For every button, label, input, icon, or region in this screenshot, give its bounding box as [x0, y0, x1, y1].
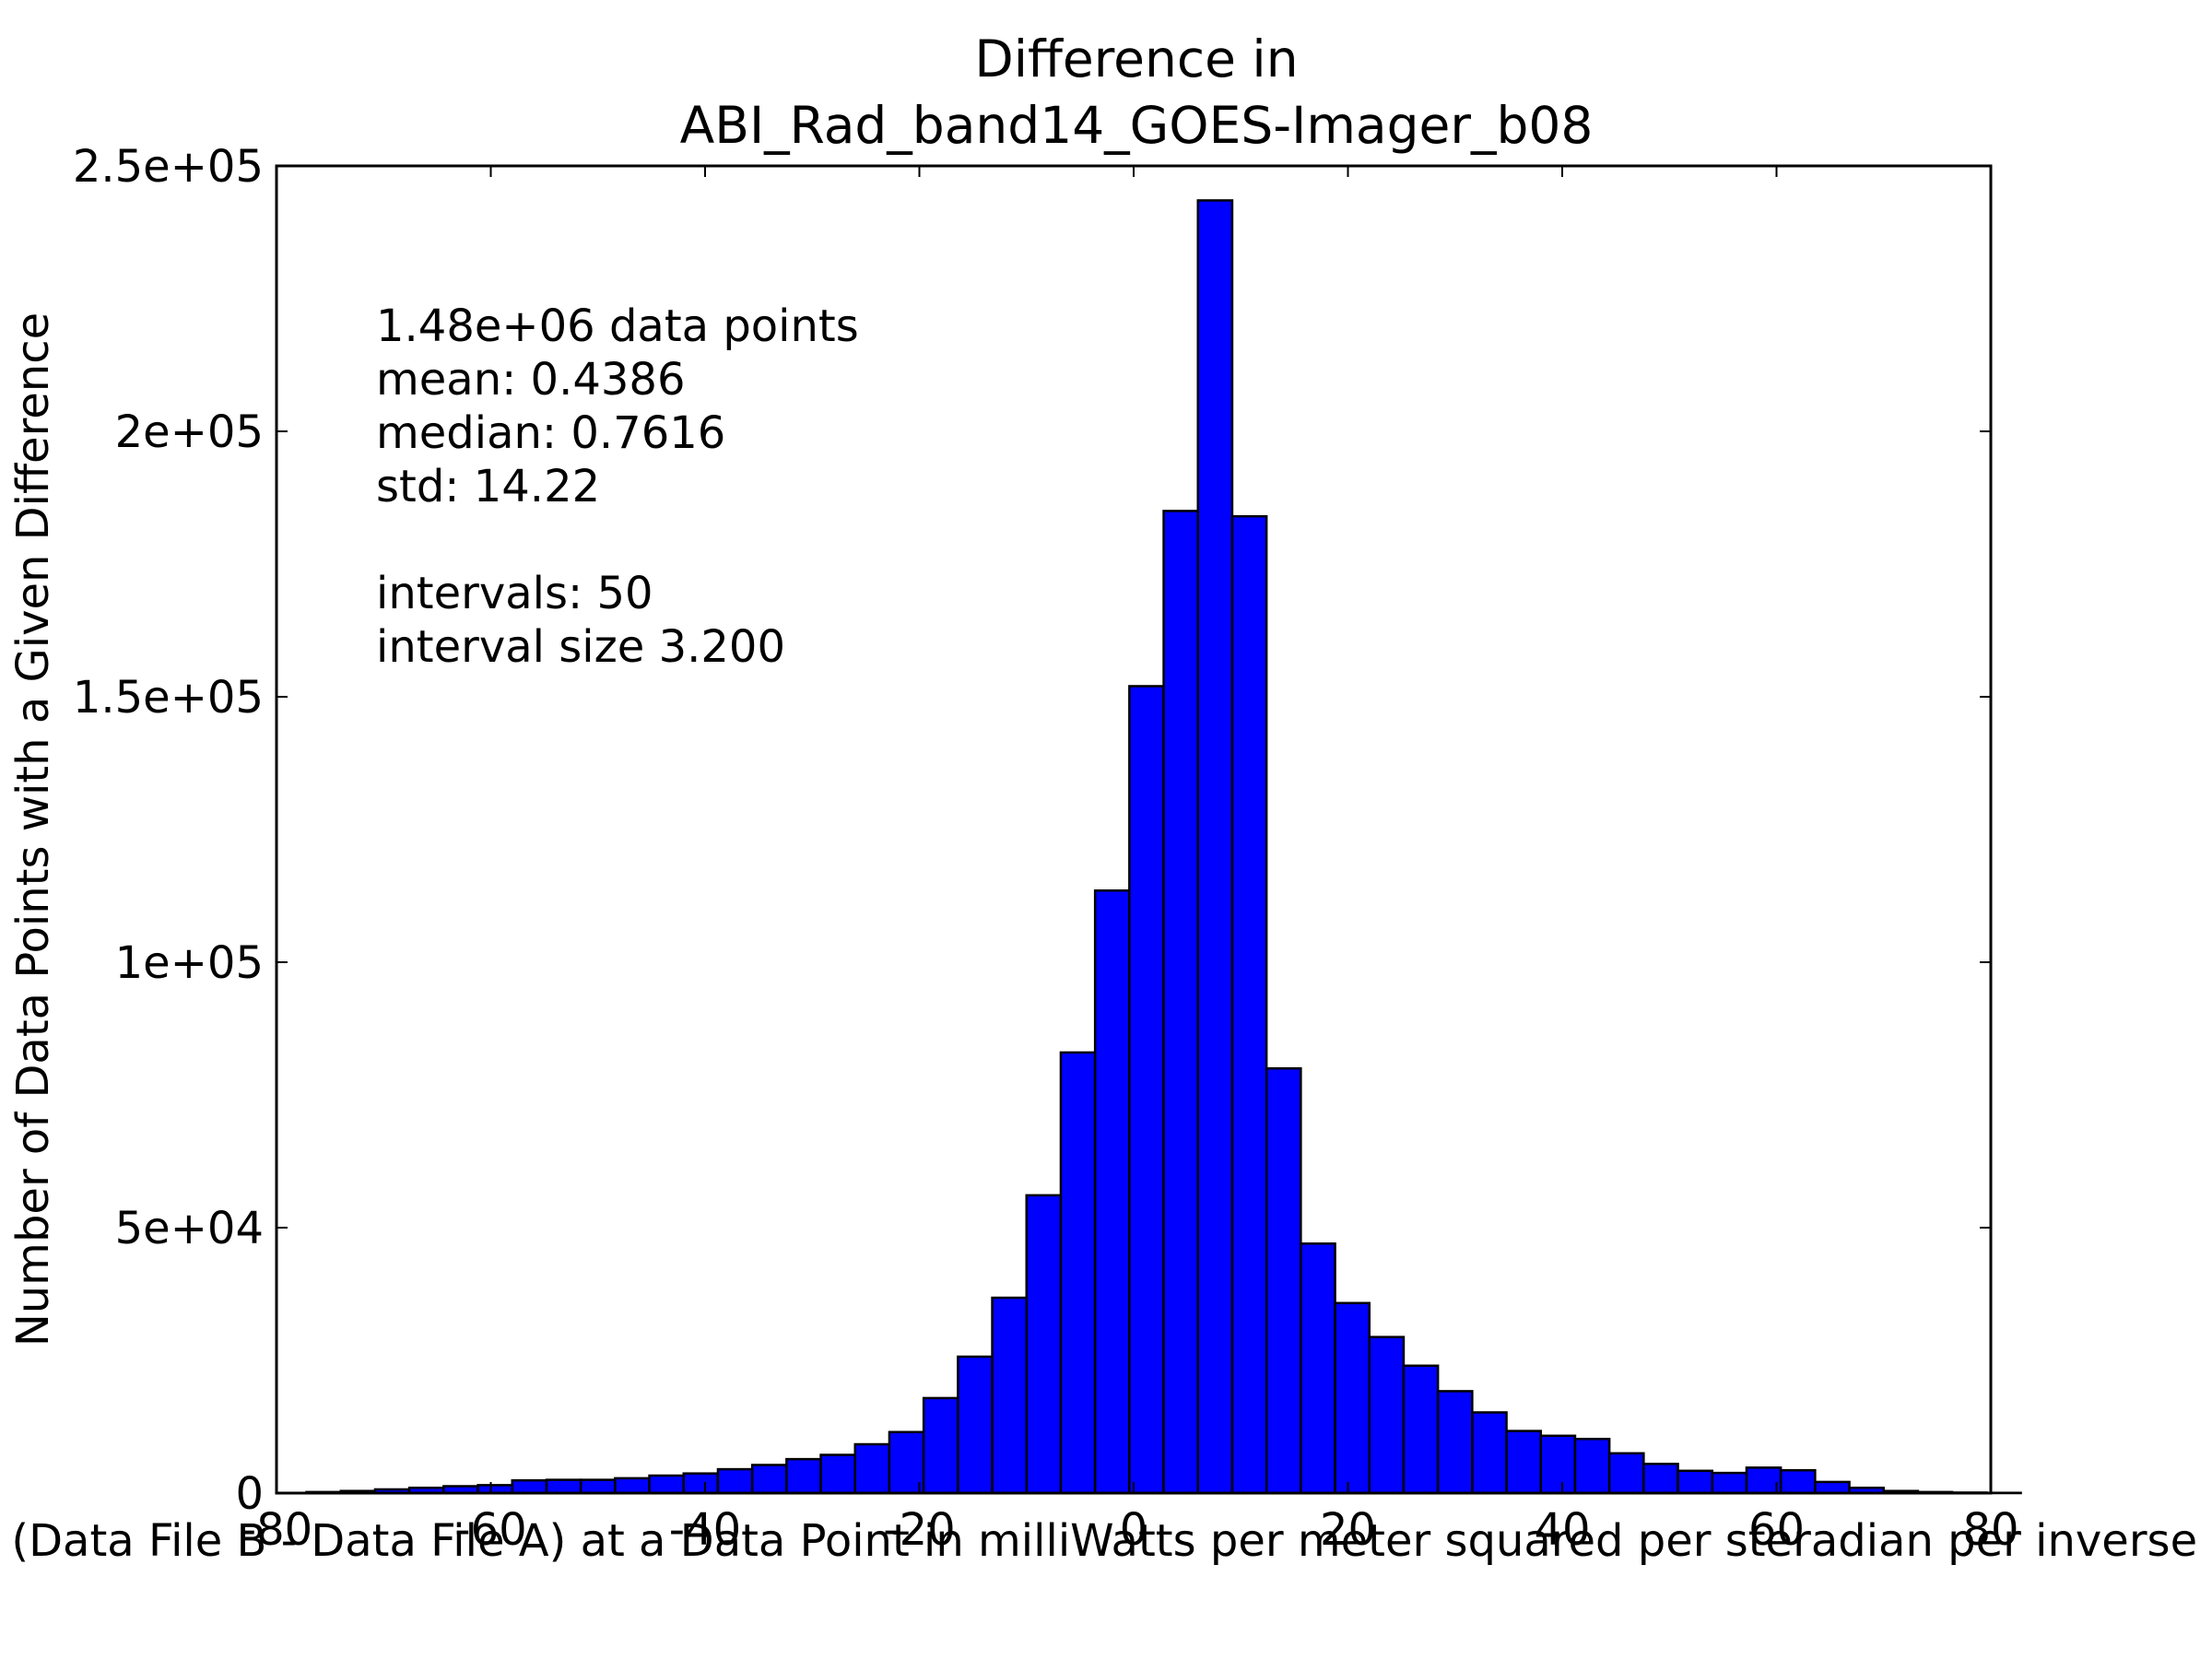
y-tick-label: 2e+05 — [115, 406, 264, 458]
histogram-bar — [1779, 1468, 1817, 1495]
histogram-bar — [545, 1478, 582, 1495]
histogram-bar — [1334, 1301, 1371, 1495]
histogram-bar — [1711, 1471, 1748, 1495]
histogram-bar — [1436, 1390, 1474, 1495]
annotation-line-median: median: 0.7616 — [376, 407, 725, 459]
x-tick-label: 60 — [1748, 1504, 1805, 1556]
x-tick-labels: -80 -60 -40 -20 0 20 40 60 80 — [241, 1504, 2019, 1556]
histogram-bar — [1677, 1469, 1714, 1495]
x-tick-label: -20 — [883, 1504, 955, 1556]
histogram-bar — [648, 1474, 685, 1495]
histogram-bar — [819, 1453, 856, 1495]
y-tick-label: 5e+04 — [115, 1203, 264, 1254]
histogram-bar — [1162, 510, 1200, 1495]
x-tick-label: -40 — [669, 1504, 741, 1556]
bars-group — [305, 199, 2022, 1495]
histogram-bar — [957, 1355, 994, 1495]
histogram-bar — [1368, 1335, 1406, 1495]
histogram-bar — [716, 1467, 754, 1495]
y-tick-label: 0 — [235, 1468, 264, 1520]
histogram-bar — [1402, 1364, 1440, 1495]
x-tick-label: 0 — [1120, 1504, 1148, 1556]
histogram-bar — [922, 1396, 959, 1495]
chart-title-line-1: Difference in — [974, 29, 1298, 88]
histogram-bar — [853, 1442, 891, 1495]
histogram-bar — [1059, 1051, 1097, 1495]
y-tick-label: 1e+05 — [115, 937, 264, 989]
x-axis-label: Value of (Data File B - Data File A) at … — [0, 1515, 2212, 1567]
histogram-bar — [1265, 1066, 1302, 1495]
x-tick-label: 40 — [1534, 1504, 1590, 1556]
histogram-bar — [1573, 1437, 1611, 1495]
histogram-bar — [511, 1478, 548, 1495]
annotation-line-interval-size: interval size 3.200 — [376, 621, 785, 673]
histogram-bar — [682, 1472, 720, 1495]
y-tick-labels: 0 5e+04 1e+05 1.5e+05 2e+05 2.5e+05 — [73, 141, 264, 1520]
histogram-bar — [1093, 888, 1131, 1495]
stats-annotation: 1.48e+06 data points mean: 0.4386 median… — [376, 300, 859, 673]
histogram-bar — [1814, 1480, 1851, 1495]
annotation-line-std: std: 14.22 — [376, 461, 600, 512]
histogram-bar — [1505, 1430, 1543, 1495]
histogram-bar — [750, 1464, 788, 1495]
histogram-bar — [614, 1477, 651, 1495]
histogram-bar — [1300, 1242, 1336, 1495]
x-tick-label: 20 — [1320, 1504, 1376, 1556]
histogram-bar — [1607, 1452, 1645, 1495]
chart-title-line-2: ABI_Rad_band14_GOES-Imager_b08 — [680, 96, 1594, 155]
histogram-bar — [1128, 685, 1165, 1495]
histogram-bar — [1642, 1463, 1679, 1495]
histogram-bar — [1230, 514, 1268, 1495]
plot-frame — [275, 164, 1993, 1495]
histogram-bar — [1539, 1434, 1577, 1495]
histogram-bar — [1471, 1411, 1508, 1495]
y-tick-label: 1.5e+05 — [73, 672, 264, 724]
histogram-bar — [579, 1478, 617, 1495]
x-tick-label: -80 — [241, 1504, 312, 1556]
histogram-bar — [991, 1296, 1029, 1495]
annotation-line-intervals: intervals: 50 — [376, 568, 653, 619]
x-tick-label: -60 — [454, 1504, 526, 1556]
x-tick-label: 80 — [1962, 1504, 2018, 1556]
annotation-line-mean: mean: 0.4386 — [376, 354, 686, 406]
histogram-bar — [1196, 199, 1234, 1495]
y-tick-label: 2.5e+05 — [73, 141, 264, 193]
annotation-line-data-points: 1.48e+06 data points — [376, 300, 859, 352]
y-axis-label: Number of Data Points with a Given Diffe… — [7, 312, 59, 1347]
histogram-bar — [785, 1457, 822, 1495]
histogram-bar — [1025, 1194, 1063, 1495]
